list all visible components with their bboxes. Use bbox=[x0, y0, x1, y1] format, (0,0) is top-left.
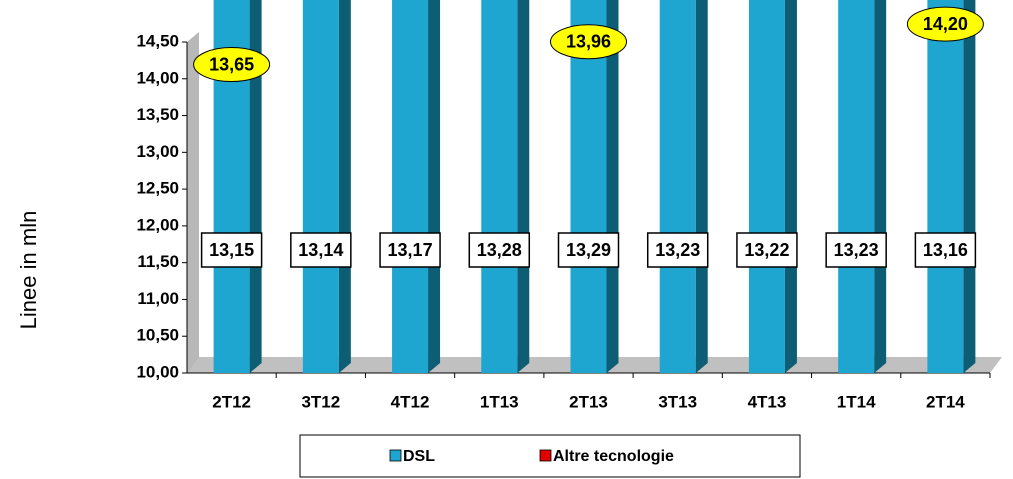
total-label: 13,96 bbox=[566, 31, 611, 51]
y-tick-label: 10,00 bbox=[136, 362, 179, 381]
y-tick-label: 10,50 bbox=[136, 326, 179, 345]
data-label-box bbox=[825, 232, 887, 268]
data-label: 13,23 bbox=[834, 240, 879, 260]
bar-side bbox=[428, 0, 441, 373]
data-label-box bbox=[468, 232, 531, 268]
bar bbox=[481, 0, 518, 373]
bar bbox=[392, 0, 429, 373]
x-tick-label: 3T12 bbox=[301, 392, 340, 411]
bar bbox=[659, 0, 696, 373]
total-bubble bbox=[906, 6, 984, 42]
bar-side bbox=[517, 0, 530, 373]
data-label: 13,14 bbox=[298, 240, 343, 260]
total-bubble bbox=[193, 47, 271, 83]
x-tick-label: 1T14 bbox=[837, 392, 876, 411]
legend-swatch bbox=[539, 449, 552, 462]
back-wall bbox=[187, 32, 199, 373]
x-tick-label: 2T14 bbox=[926, 392, 965, 411]
x-tick-label: 3T13 bbox=[658, 392, 697, 411]
y-tick-label: 11,50 bbox=[137, 252, 179, 271]
data-label: 13,28 bbox=[477, 240, 522, 260]
total-bubble bbox=[550, 24, 627, 60]
bar-side bbox=[963, 0, 976, 373]
data-label-box bbox=[736, 232, 798, 268]
bar bbox=[927, 0, 964, 373]
bar bbox=[302, 0, 339, 373]
x-tick-label: 2T12 bbox=[212, 392, 251, 411]
total-label: 13,65 bbox=[209, 54, 254, 74]
data-label: 13,17 bbox=[388, 240, 433, 260]
y-tick-label: 12,00 bbox=[136, 215, 179, 234]
total-label: 14,20 bbox=[923, 14, 968, 34]
data-label: 13,23 bbox=[655, 240, 700, 260]
data-label: 13,22 bbox=[744, 240, 789, 260]
y-tick-label: 11,00 bbox=[137, 289, 179, 308]
y-tick-label: 12,50 bbox=[136, 179, 179, 198]
y-tick-label: 14,50 bbox=[136, 31, 179, 50]
legend-label: Altre tecnologie bbox=[553, 448, 674, 465]
data-label: 13,16 bbox=[923, 240, 968, 260]
bar bbox=[748, 0, 785, 373]
bar-side bbox=[695, 0, 708, 373]
data-label-box bbox=[914, 232, 977, 268]
data-label-box bbox=[200, 232, 263, 268]
data-label-box bbox=[379, 232, 441, 268]
y-tick-label: 13,00 bbox=[136, 142, 179, 161]
bar-side bbox=[784, 0, 797, 373]
x-tick-label: 2T13 bbox=[569, 392, 608, 411]
bar-side bbox=[338, 0, 351, 373]
bar bbox=[838, 0, 875, 373]
data-label-box bbox=[557, 232, 620, 268]
x-tick-label: 1T13 bbox=[480, 392, 519, 411]
legend-label: DSL bbox=[403, 448, 435, 465]
x-tick-label: 4T13 bbox=[748, 392, 787, 411]
bar bbox=[570, 0, 607, 373]
y-tick-label: 14,00 bbox=[136, 68, 179, 87]
bar-side bbox=[606, 0, 619, 373]
y-tick-label: 13,50 bbox=[136, 105, 179, 124]
y-axis-title: Linee in mln bbox=[16, 211, 41, 330]
legend-swatch bbox=[389, 449, 402, 462]
bar-side bbox=[874, 0, 887, 373]
data-label-box bbox=[290, 232, 352, 268]
data-label-box bbox=[646, 232, 709, 268]
data-label: 13,29 bbox=[566, 240, 611, 260]
bar-side bbox=[249, 0, 262, 373]
data-label: 13,15 bbox=[209, 240, 254, 260]
x-tick-label: 4T12 bbox=[391, 392, 430, 411]
